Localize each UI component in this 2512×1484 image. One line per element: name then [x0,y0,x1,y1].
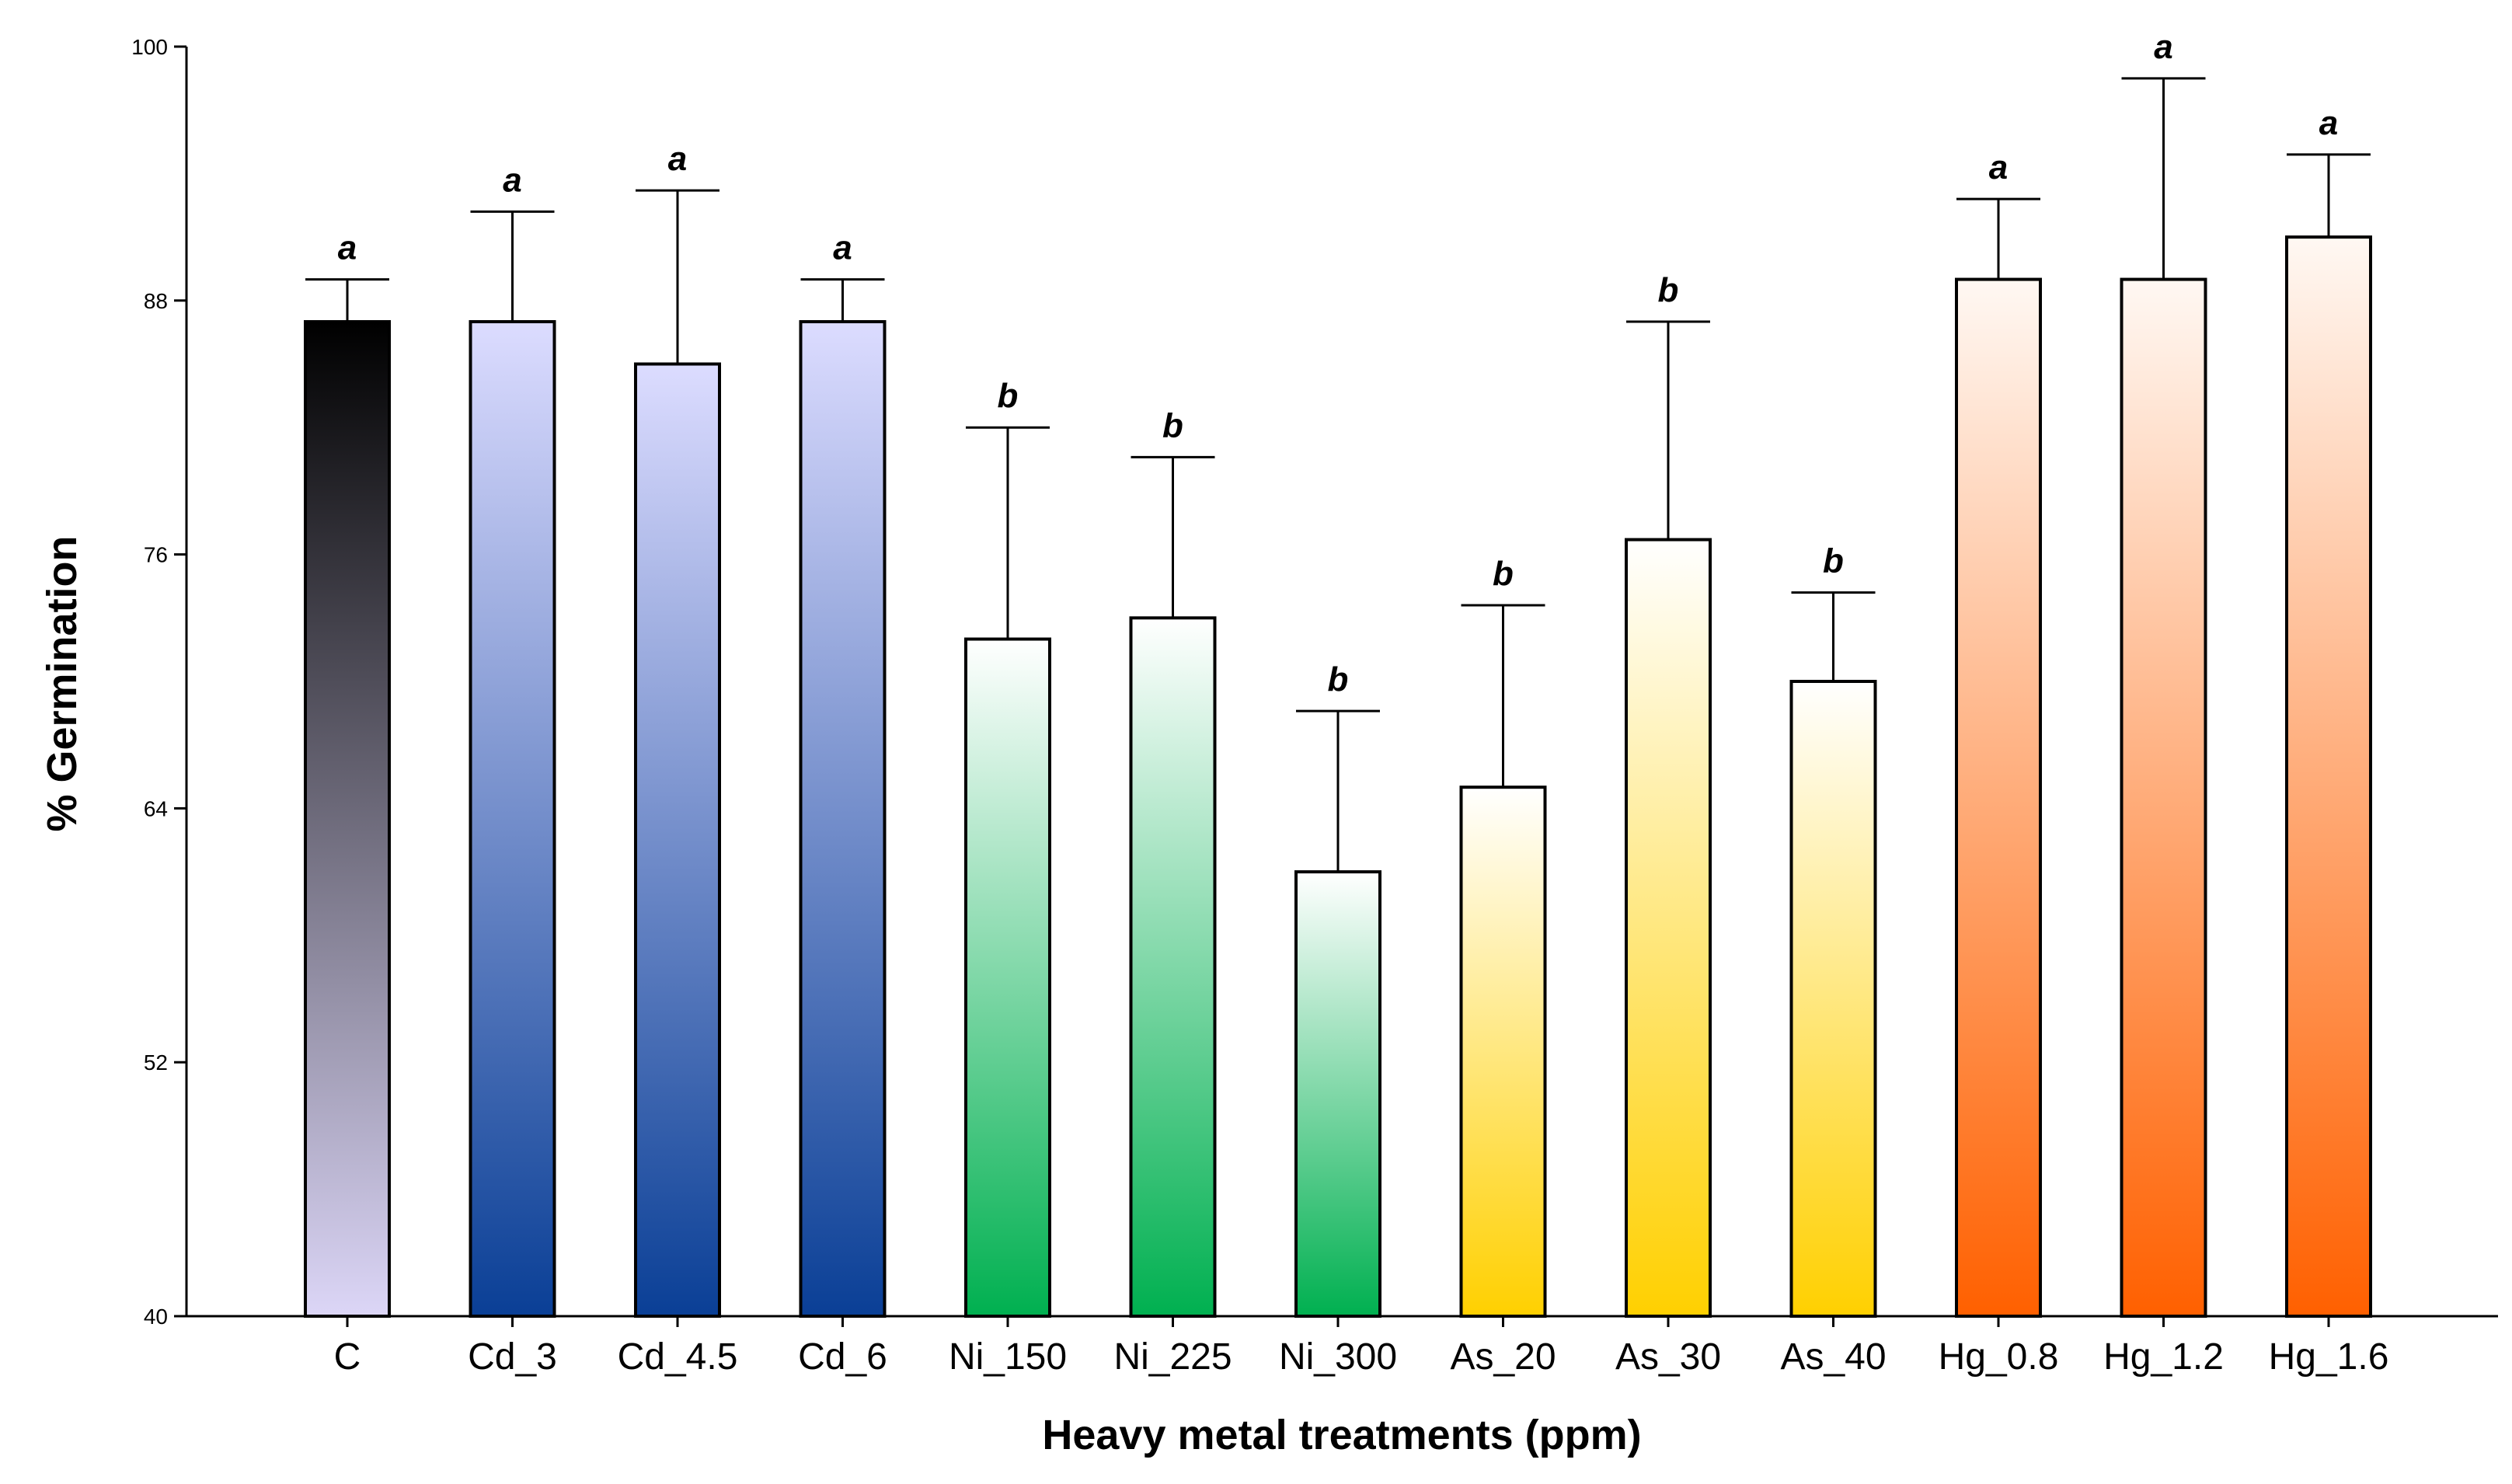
axes-layer [185,47,2498,1318]
x-tick-label-Ni_150: Ni_150 [949,1336,1067,1378]
bar-Cd_4.5 [634,362,721,1318]
x-tick-label-Cd_6: Cd_6 [798,1336,887,1378]
significance-label-Ni_225: b [1162,406,1183,444]
significance-label-Hg_1.6: a [2319,104,2338,142]
bar-Hg_0.8 [1955,277,2042,1319]
y-ticks: 40 52 64 76 88 100 [131,35,186,1329]
x-tick-label-Cd_4.5: Cd_4.5 [618,1336,738,1378]
y-tick-label: 52 [144,1050,168,1075]
bar-C [304,320,391,1318]
bar-As_30 [1625,538,1712,1318]
y-tick-label: 76 [144,543,168,567]
x-axis-title: Heavy metal treatments (ppm) [1042,1412,1641,1458]
x-tick-label-As_40: As_40 [1780,1336,1886,1378]
bar-Hg_1.2 [2120,277,2207,1319]
bars-layer: a a a a b b b b b b a a a [304,28,2372,1319]
y-tick-label: 64 [144,796,168,820]
significance-label-As_40: b [1823,542,1844,580]
significance-label-Hg_1.2: a [2154,28,2172,66]
bar-As_40 [1789,680,1877,1318]
bar-Hg_1.6 [2285,235,2372,1319]
significance-label-Cd_3: a [503,161,521,199]
y-tick-label: 88 [144,289,168,313]
bar-Ni_150 [964,637,1051,1318]
x-tick-label-Hg_1.2: Hg_1.2 [2103,1336,2224,1378]
y-tick-label: 100 [131,35,168,59]
bar-Cd_6 [799,320,887,1318]
significance-label-Cd_4.5: a [668,140,687,178]
x-tick-label-As_30: As_30 [1615,1336,1721,1378]
y-tick-label: 40 [144,1305,168,1329]
significance-label-C: a [338,229,357,267]
significance-label-As_20: b [1493,555,1514,593]
x-tick-label-C: C [334,1336,361,1378]
category-labels: C Cd_3 Cd_4.5 Cd_6 Ni_150 Ni_225 Ni_300 As_20 As… [334,1316,2389,1378]
significance-label-As_30: b [1658,271,1679,309]
bar-Ni_300 [1294,870,1381,1318]
x-tick-label-Ni_225: Ni_225 [1113,1336,1232,1378]
x-tick-label-Cd_3: Cd_3 [468,1336,557,1378]
significance-label-Ni_150: b [998,377,1019,415]
x-tick-label-Ni_300: Ni_300 [1279,1336,1397,1378]
significance-label-Cd_6: a [833,229,852,267]
x-tick-label-Hg_1.6: Hg_1.6 [2269,1336,2389,1378]
x-tick-label-As_20: As_20 [1450,1336,1556,1378]
bar-Ni_225 [1129,616,1217,1318]
bar-Cd_3 [469,320,556,1318]
x-tick-label-Hg_0.8: Hg_0.8 [1939,1336,2059,1378]
significance-label-Ni_300: b [1328,660,1349,698]
bar-As_20 [1459,786,1547,1318]
y-axis-title: % Germination [39,535,85,831]
significance-label-Hg_0.8: a [1989,148,2008,186]
